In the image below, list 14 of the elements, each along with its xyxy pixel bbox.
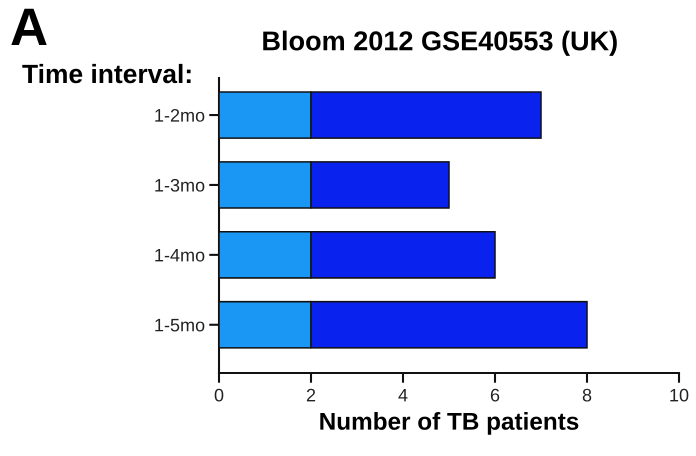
y-tick-label: 1-4mo	[155, 248, 204, 262]
x-tick-label: 6	[490, 388, 500, 402]
x-tick-label: 4	[398, 388, 408, 402]
x-tick-label: 8	[582, 388, 592, 402]
y-tick-label: 1-2mo	[155, 108, 204, 122]
x-tick-label: 2	[306, 388, 316, 402]
text: A	[11, 8, 47, 45]
chart-title: Bloom 2012 GSE40553 (UK)	[263, 30, 617, 56]
y-axis-title: Time interval:	[22, 64, 191, 84]
x-axis-title: Number of TB patients	[320, 412, 578, 435]
y-tick-label: 1-5mo	[155, 318, 204, 332]
y-tick-label: 1-3mo	[155, 178, 204, 192]
x-tick-label: 10	[670, 388, 688, 402]
x-tick-label: 0	[214, 388, 224, 402]
